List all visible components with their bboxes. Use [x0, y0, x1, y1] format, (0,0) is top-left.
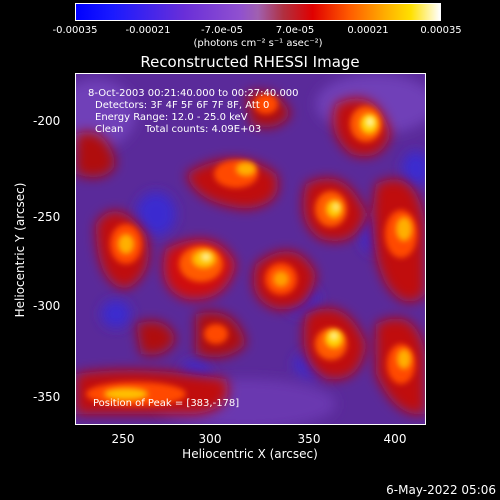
x-tick-label: 300 [198, 432, 222, 446]
colorbar-tick: 0.00035 [420, 25, 462, 36]
y-tick-label: -300 [33, 299, 61, 313]
solar-image [75, 73, 426, 425]
total-counts-label: Total counts: 4.09E+03 [145, 124, 262, 135]
y-tick-label: -200 [33, 114, 61, 128]
x-axis-label: Heliocentric X (arcsec) [182, 447, 318, 461]
time-range-label: 8-Oct-2003 00:21:40.000 to 00:27:40.000 [88, 88, 299, 99]
colorbar-tick: 0.00021 [347, 25, 389, 36]
colorbar-tick: -7.0e-05 [201, 25, 243, 36]
energy-range-label: Energy Range: 12.0 - 25.0 keV [95, 112, 248, 123]
method-label: Clean [95, 124, 124, 135]
y-tick-label: -350 [33, 390, 61, 404]
y-tick-label: -250 [33, 210, 61, 224]
colorbar-unit: (photons cm⁻² s⁻¹ asec⁻²) [193, 38, 323, 49]
detectors-label: Detectors: 3F 4F 5F 6F 7F 8F, Att 0 [95, 100, 270, 111]
colorbar [75, 3, 441, 21]
colorbar-tick: -0.00021 [125, 25, 171, 36]
plot-date: 6-May-2022 05:06 [386, 483, 496, 497]
x-tick-label: 350 [297, 432, 321, 446]
image-title: Reconstructed RHESSI Image [140, 53, 360, 71]
colorbar-tick: -0.00035 [52, 25, 98, 36]
x-tick-label: 250 [111, 432, 135, 446]
colorbar-tick: 7.0e-05 [275, 25, 315, 36]
x-tick-label: 400 [383, 432, 407, 446]
peak-position-label: Position of Peak = [383,-178] [93, 398, 240, 409]
y-axis-label: Heliocentric Y (arcsec) [13, 182, 27, 318]
solar-image-canvas [76, 74, 425, 424]
